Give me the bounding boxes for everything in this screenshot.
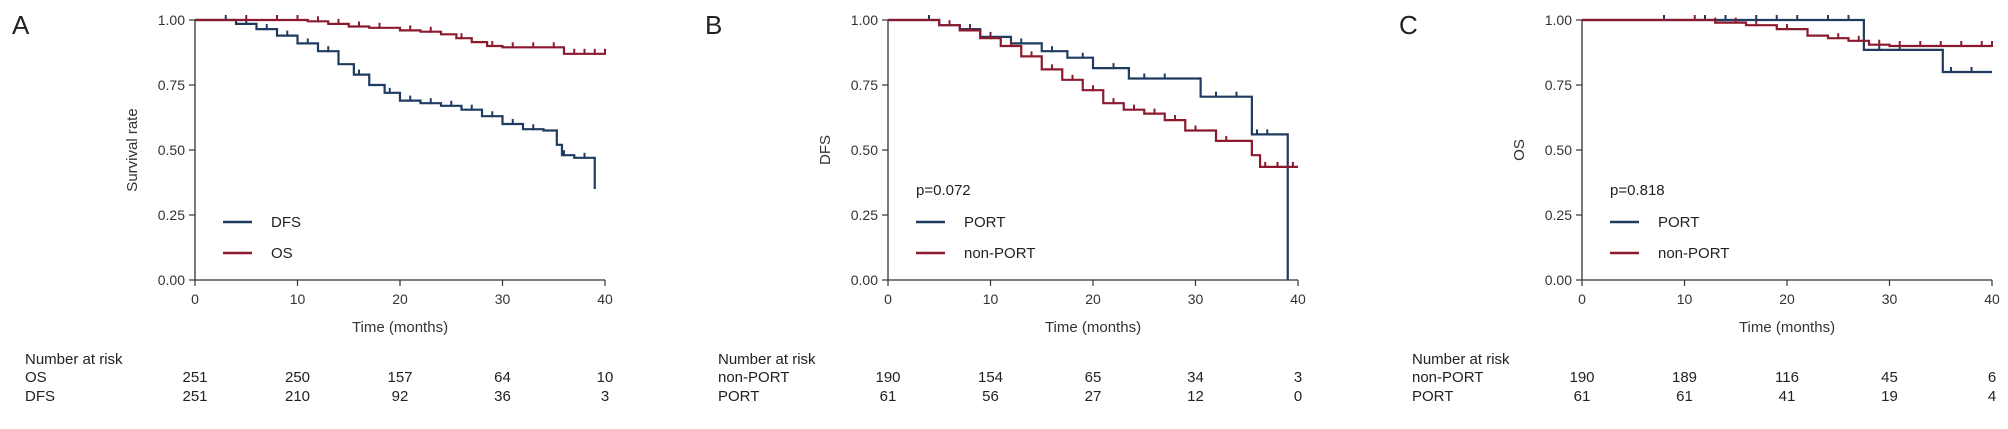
legend-label-port: PORT xyxy=(1658,214,1699,231)
x-tick-label: 20 xyxy=(392,291,408,307)
risk-table-title: Number at risk xyxy=(718,351,816,368)
panel-label: C xyxy=(1399,10,1418,40)
risk-value: 61 xyxy=(1676,388,1693,405)
x-tick-label: 10 xyxy=(290,291,306,307)
y-tick-label: 1.00 xyxy=(158,12,185,28)
risk-value: 189 xyxy=(1672,369,1697,386)
y-tick-label: 0.25 xyxy=(1545,207,1572,223)
risk-value: 19 xyxy=(1881,388,1898,405)
risk-value: 6 xyxy=(1988,369,1996,386)
risk-value: 56 xyxy=(982,388,999,405)
x-tick-label: 30 xyxy=(495,291,511,307)
risk-value: 41 xyxy=(1779,388,1796,405)
risk-row-label: non-PORT xyxy=(1412,369,1483,386)
risk-value: 34 xyxy=(1187,369,1204,386)
x-tick-label: 10 xyxy=(983,291,999,307)
panel-a: A 0.00 0.25 0.50 0.75 1.00 0 10 20 30 40 Time (mont… xyxy=(12,10,613,405)
y-axis-title: DFS xyxy=(817,135,834,165)
y-tick-label: 0.25 xyxy=(158,207,185,223)
risk-value: 250 xyxy=(285,369,310,386)
risk-value: 190 xyxy=(875,369,900,386)
x-tick-label: 40 xyxy=(1984,291,2000,307)
risk-row-label: PORT xyxy=(1412,388,1453,405)
x-axis-title: Time (months) xyxy=(352,319,448,336)
y-tick-label: 0.00 xyxy=(851,272,878,288)
legend-label-dfs: DFS xyxy=(271,214,301,231)
panel-c: C 0.00 0.25 0.50 0.75 1.00 0 10 20 30 40 Time (mont… xyxy=(1399,10,2000,405)
risk-value: 65 xyxy=(1085,369,1102,386)
risk-value: 251 xyxy=(182,369,207,386)
y-tick-label: 1.00 xyxy=(1545,12,1572,28)
risk-value: 3 xyxy=(601,388,609,405)
curve-port xyxy=(888,18,1289,280)
panel-label: B xyxy=(705,10,722,40)
y-axis-title: OS xyxy=(1511,139,1528,161)
risk-row-label: PORT xyxy=(718,388,759,405)
panel-label: A xyxy=(12,10,30,40)
curve-port xyxy=(1582,18,1992,74)
risk-value: 64 xyxy=(494,369,511,386)
risk-row-label: non-PORT xyxy=(718,369,789,386)
risk-row-label: DFS xyxy=(25,388,55,405)
p-value: p=0.818 xyxy=(1610,182,1665,199)
y-tick-label: 0.50 xyxy=(158,142,185,158)
risk-value: 154 xyxy=(978,369,1003,386)
p-value: p=0.072 xyxy=(916,182,971,199)
x-tick-label: 0 xyxy=(1578,291,1586,307)
y-tick-label: 0.75 xyxy=(1545,77,1572,93)
x-tick-label: 30 xyxy=(1188,291,1204,307)
curve-non-port xyxy=(1582,18,1992,48)
risk-table-title: Number at risk xyxy=(1412,351,1510,368)
risk-table-title: Number at risk xyxy=(25,351,123,368)
risk-value: 0 xyxy=(1294,388,1302,405)
y-tick-label: 0.75 xyxy=(158,77,185,93)
curve-os xyxy=(195,18,605,55)
x-tick-label: 40 xyxy=(1290,291,1306,307)
y-tick-label: 0.50 xyxy=(851,142,878,158)
risk-value: 61 xyxy=(1574,388,1591,405)
x-tick-label: 0 xyxy=(884,291,892,307)
legend-label-port: PORT xyxy=(964,214,1005,231)
y-tick-label: 0.00 xyxy=(1545,272,1572,288)
x-tick-label: 10 xyxy=(1677,291,1693,307)
x-tick-label: 20 xyxy=(1779,291,1795,307)
legend-label-os: OS xyxy=(271,245,293,262)
x-tick-label: 20 xyxy=(1085,291,1101,307)
x-tick-label: 40 xyxy=(597,291,613,307)
risk-value: 251 xyxy=(182,388,207,405)
legend-label-non-port: non-PORT xyxy=(1658,245,1729,262)
risk-value: 10 xyxy=(597,369,614,386)
y-tick-label: 0.25 xyxy=(851,207,878,223)
risk-value: 36 xyxy=(494,388,511,405)
risk-value: 210 xyxy=(285,388,310,405)
risk-value: 157 xyxy=(387,369,412,386)
y-axis-title: Survival rate xyxy=(124,108,141,191)
x-axis-title: Time (months) xyxy=(1045,319,1141,336)
curve-dfs xyxy=(195,18,596,189)
risk-value: 116 xyxy=(1775,369,1799,386)
risk-value: 61 xyxy=(880,388,897,405)
risk-value: 92 xyxy=(392,388,409,405)
risk-value: 45 xyxy=(1881,369,1898,386)
y-tick-label: 0.50 xyxy=(1545,142,1572,158)
risk-value: 4 xyxy=(1988,388,1996,405)
risk-value: 3 xyxy=(1294,369,1302,386)
y-tick-label: 0.75 xyxy=(851,77,878,93)
x-tick-label: 0 xyxy=(191,291,199,307)
x-tick-label: 30 xyxy=(1882,291,1898,307)
risk-value: 190 xyxy=(1569,369,1594,386)
risk-value: 27 xyxy=(1085,388,1102,405)
legend-label-non-port: non-PORT xyxy=(964,245,1035,262)
y-tick-label: 1.00 xyxy=(851,12,878,28)
curve-non-port xyxy=(888,18,1298,168)
risk-value: 12 xyxy=(1187,388,1204,405)
risk-row-label: OS xyxy=(25,369,47,386)
y-tick-label: 0.00 xyxy=(158,272,185,288)
x-axis-title: Time (months) xyxy=(1739,319,1835,336)
